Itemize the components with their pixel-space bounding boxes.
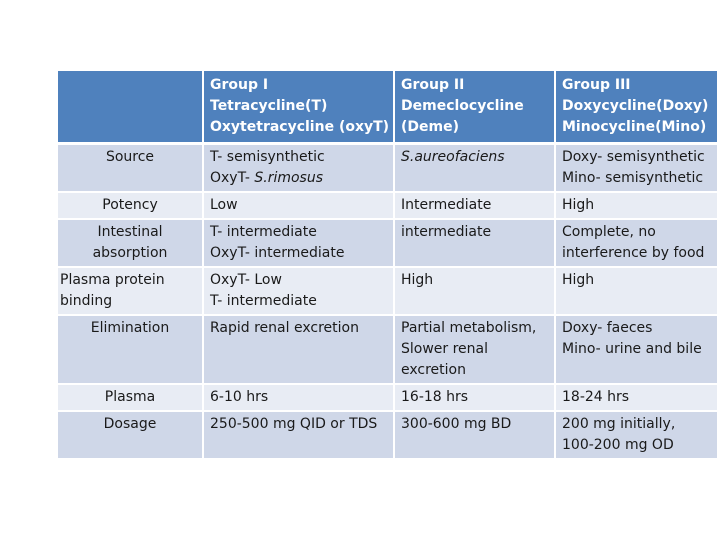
group-2-cell: Partial metabolism, Slower renal excreti…	[394, 315, 556, 385]
header-line: Doxycycline(Doxy)	[562, 98, 709, 114]
table-row-source: Source T- semisynthetic OxyT- S.rimosus …	[58, 143, 719, 193]
cell-line: Rapid renal excretion	[210, 320, 359, 336]
cell-line: excretion	[401, 362, 466, 378]
table-row-plasma: Plasma 6-10 hrs 16-18 hrs 18-24 hrs	[58, 384, 719, 412]
table-header-row: Group I Tetracycline(T) Oxytetracycline …	[58, 71, 719, 145]
cell-line: Complete, no	[562, 224, 656, 240]
cell-line: Mino- urine and bile	[562, 341, 702, 357]
cell-line: High	[562, 197, 595, 213]
header-line: (Deme)	[401, 119, 459, 135]
group-2-cell: 300-600 mg BD	[394, 411, 556, 460]
cell-line: Doxy- faeces	[562, 320, 653, 336]
tetracycline-comparison-table: Group I Tetracycline(T) Oxytetracycline …	[58, 71, 719, 460]
row-label-cell: Dosage	[58, 411, 204, 460]
group-2-cell: High	[394, 267, 556, 316]
group-3-cell: Complete, no interference by food	[555, 219, 719, 268]
header-line: Minocycline(Mino)	[562, 119, 707, 135]
cell-line: OxyT- S.rimosus	[210, 168, 389, 189]
cell-line: T- semisynthetic	[210, 149, 325, 165]
group-2-cell: Intermediate	[394, 192, 556, 220]
row-label: binding	[60, 293, 113, 309]
row-label: Source	[105, 149, 155, 165]
cell-line: Partial metabolism,	[401, 320, 537, 336]
cell-line: High	[562, 272, 595, 288]
table-row-plasma-protein-binding: Plasma protein binding OxyT- Low T- inte…	[58, 267, 719, 316]
group-1-cell: OxyT- Low T- intermediate	[203, 267, 395, 316]
cell-line: Intermediate	[401, 197, 492, 213]
row-label-cell: Plasma	[58, 384, 204, 412]
row-label: Intestinal	[97, 224, 163, 240]
group-1-cell: Rapid renal excretion	[203, 315, 395, 385]
group-3-cell: High	[555, 192, 719, 220]
cell-line: 200 mg initially,	[562, 416, 676, 432]
group-2-cell: S.aureofaciens	[394, 143, 556, 193]
header-group-1: Group I Tetracycline(T) Oxytetracycline …	[203, 71, 395, 145]
cell-line: Slower renal	[401, 341, 489, 357]
table-row-intestinal-absorption: Intestinal absorption T- intermediate Ox…	[58, 219, 719, 268]
row-label-cell: Intestinal absorption	[58, 219, 204, 268]
row-label: Potency	[102, 197, 158, 213]
cell-line: High	[401, 272, 434, 288]
header-group-2: Group II Demeclocycline (Deme)	[394, 71, 556, 145]
group-3-cell: 18-24 hrs	[555, 384, 719, 412]
row-label-cell: Plasma protein binding	[58, 267, 204, 316]
cell-line: 250-500 mg QID or TDS	[210, 416, 378, 432]
cell-line: 300-600 mg BD	[401, 416, 512, 432]
cell-text-italic: S.rimosus	[254, 170, 324, 186]
header-line: Group I	[210, 77, 269, 93]
table-row-elimination: Elimination Rapid renal excretion Partia…	[58, 315, 719, 385]
header-group-3: Group III Doxycycline(Doxy) Minocycline(…	[555, 71, 719, 145]
group-1-cell: 250-500 mg QID or TDS	[203, 411, 395, 460]
group-1-cell: T- semisynthetic OxyT- S.rimosus	[203, 143, 395, 193]
cell-line: intermediate	[401, 224, 492, 240]
table-row-potency: Potency Low Intermediate High	[58, 192, 719, 220]
row-label: Elimination	[90, 320, 170, 336]
row-label: Plasma protein	[60, 272, 165, 288]
group-3-cell: Doxy- semisynthetic Mino- semisynthetic	[555, 143, 719, 193]
cell-line: Low	[210, 197, 238, 213]
group-1-cell: Low	[203, 192, 395, 220]
group-1-cell: T- intermediate OxyT- intermediate	[203, 219, 395, 268]
header-line: Group II	[401, 77, 465, 93]
cell-line: Doxy- semisynthetic	[562, 149, 705, 165]
header-line: Tetracycline(T)	[210, 98, 328, 114]
table-row-dosage: Dosage 250-500 mg QID or TDS 300-600 mg …	[58, 411, 719, 460]
row-label: absorption	[92, 245, 168, 261]
cell-line: T- intermediate	[210, 224, 317, 240]
cell-line: 100-200 mg OD	[562, 437, 674, 453]
row-label-cell: Elimination	[58, 315, 204, 385]
cell-line: Mino- semisynthetic	[562, 170, 704, 186]
header-line: Group III	[562, 77, 631, 93]
header-line: Oxytetracycline (oxyT)	[210, 119, 390, 135]
group-3-cell: 200 mg initially, 100-200 mg OD	[555, 411, 719, 460]
cell-text: OxyT-	[210, 170, 255, 186]
cell-line: S.aureofaciens	[401, 149, 505, 165]
group-2-cell: intermediate	[394, 219, 556, 268]
group-3-cell: Doxy- faeces Mino- urine and bile	[555, 315, 719, 385]
group-1-cell: 6-10 hrs	[203, 384, 395, 412]
cell-line: T- intermediate	[210, 293, 317, 309]
header-blank-cell	[58, 71, 204, 145]
cell-line: interference by food	[562, 245, 705, 261]
cell-line: 18-24 hrs	[562, 389, 630, 405]
row-label: Plasma	[104, 389, 156, 405]
header-line: Demeclocycline	[401, 98, 524, 114]
row-label-cell: Source	[58, 143, 204, 193]
cell-line: OxyT- intermediate	[210, 245, 345, 261]
row-label-cell: Potency	[58, 192, 204, 220]
cell-line: OxyT- Low	[210, 272, 282, 288]
row-label: Dosage	[103, 416, 157, 432]
cell-line: 6-10 hrs	[210, 389, 269, 405]
group-3-cell: High	[555, 267, 719, 316]
group-2-cell: 16-18 hrs	[394, 384, 556, 412]
cell-line: 16-18 hrs	[401, 389, 469, 405]
